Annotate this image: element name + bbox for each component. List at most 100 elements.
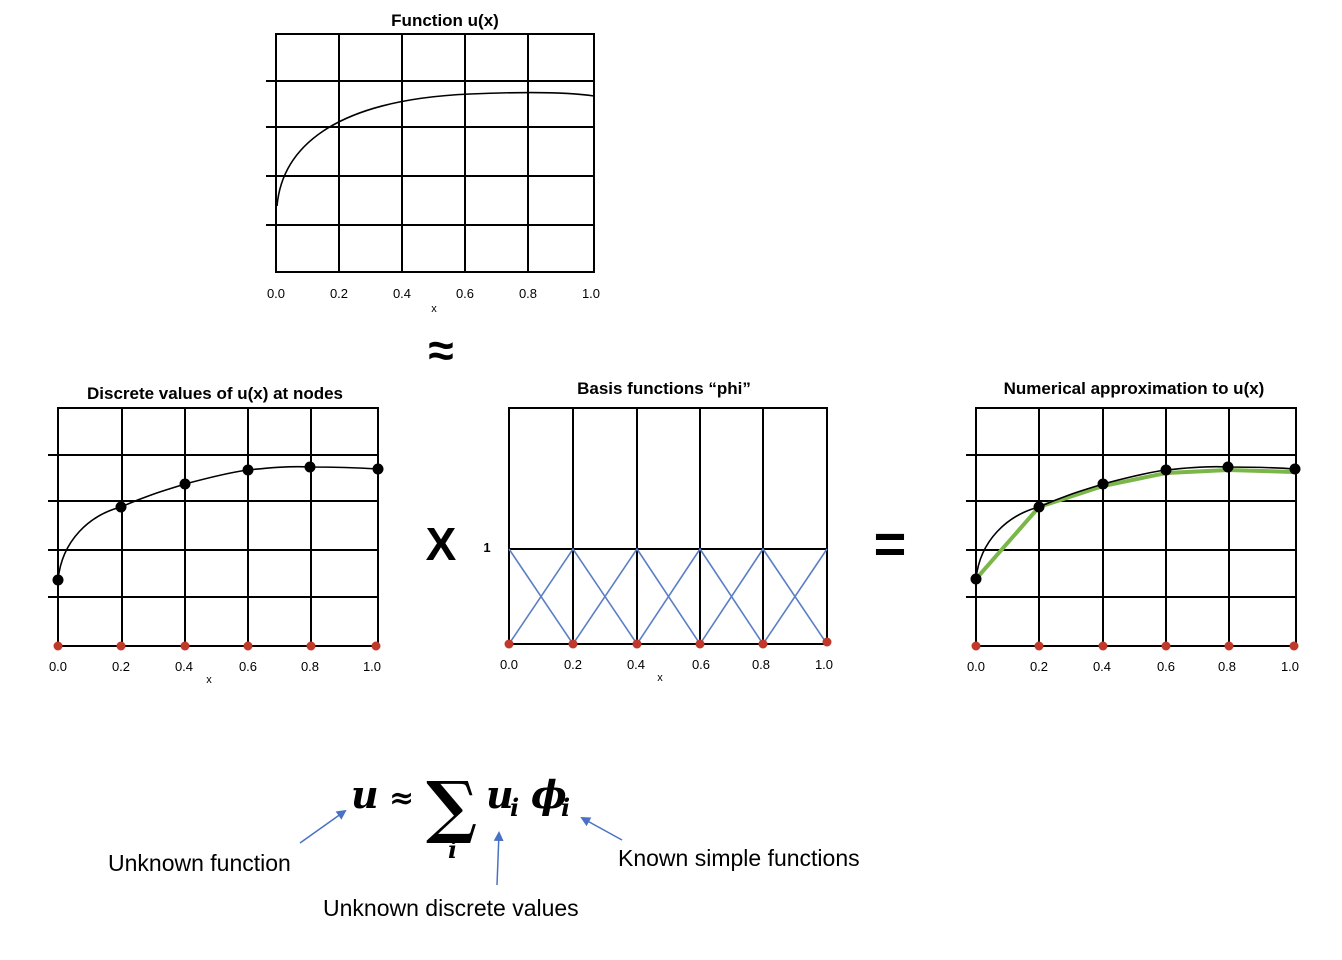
node-value-marker: [372, 463, 384, 475]
node-value-marker: [1097, 478, 1109, 490]
panel-discrete-values: Discrete values of u(x) at nodes: [48, 384, 384, 686]
node-marker: [1289, 641, 1299, 651]
grid-left: [48, 407, 379, 647]
node-values-left: [52, 461, 384, 586]
tick-label: 0.0: [500, 657, 518, 672]
tick-label: 0.2: [112, 659, 130, 674]
times-operator: X: [426, 518, 457, 570]
node-marker: [243, 641, 253, 651]
node-marker: [53, 641, 63, 651]
grid-right: [966, 407, 1297, 647]
formula-ui-subscript: i: [510, 793, 519, 822]
tick-label: 0.4: [393, 286, 411, 301]
formula-sum-index: i: [448, 835, 457, 864]
node-value-marker: [1289, 463, 1301, 475]
arrow-to-u: [299, 809, 347, 844]
grid-middle: [508, 407, 828, 645]
panel-function-ux: Function u(x) 0.0 0.2 0.4 0.6 0.8 1.0 x: [266, 11, 600, 315]
x-axis-label: x: [657, 672, 663, 684]
piecewise-linear-approximation: [974, 467, 1295, 581]
node-value-marker: [179, 478, 191, 490]
node-value-marker: [52, 574, 64, 586]
tick-label: 0.4: [1093, 659, 1111, 674]
node-values-right: [970, 461, 1301, 585]
node-marker: [822, 637, 832, 647]
tick-label: 0.0: [49, 659, 67, 674]
node-marker: [758, 639, 768, 649]
tick-label: 0.2: [330, 286, 348, 301]
x-ticks-top: 0.0 0.2 0.4 0.6 0.8 1.0 x: [267, 286, 600, 315]
formula-ui: u: [486, 772, 514, 817]
tick-label: 0.0: [967, 659, 985, 674]
basis-phi-3: [636, 547, 764, 645]
node-value-marker: [115, 501, 127, 513]
arrow-to-ui: [493, 831, 504, 886]
node-marker: [306, 641, 316, 651]
tick-label: 0.8: [301, 659, 319, 674]
x-axis-label: x: [431, 303, 437, 315]
equals-operator: =: [874, 512, 907, 575]
panel-title-approximation: Numerical approximation to u(x): [1004, 379, 1265, 398]
formula-sum: ∑: [426, 767, 477, 847]
annotation-unknown-function: Unknown function: [108, 850, 291, 876]
node-value-marker: [1222, 461, 1234, 473]
node-marker: [371, 641, 381, 651]
tick-label: 1.0: [815, 657, 833, 672]
curve-ux-top: [276, 91, 595, 207]
arrow-to-phi: [580, 817, 623, 841]
formula-approximation: u ≈ ∑ i u i ϕ i: [351, 767, 570, 864]
node-value-marker: [242, 464, 254, 476]
tick-label: 1.0: [582, 286, 600, 301]
formula-approx: ≈: [389, 781, 414, 816]
tick-label: 0.6: [456, 286, 474, 301]
node-marker: [1161, 641, 1171, 651]
tick-label: 0.8: [1218, 659, 1236, 674]
tick-label: 0.4: [175, 659, 193, 674]
basis-phi-5: [762, 548, 828, 645]
node-marker: [504, 639, 514, 649]
annotation-arrows: [299, 809, 623, 886]
tick-label: 0.0: [267, 286, 285, 301]
tick-label: 0.6: [1157, 659, 1175, 674]
annotation-unknown-discrete-values: Unknown discrete values: [323, 895, 579, 921]
tick-label: 1.0: [1281, 659, 1299, 674]
node-value-marker: [304, 461, 316, 473]
basis-phi-4: [699, 547, 828, 645]
node-marker: [180, 641, 190, 651]
tick-label: 0.8: [752, 657, 770, 672]
node-marker: [1224, 641, 1234, 651]
formula-u: u: [351, 772, 379, 817]
panel-title-discrete: Discrete values of u(x) at nodes: [87, 384, 343, 403]
tick-label: 1.0: [363, 659, 381, 674]
tick-label: 0.4: [627, 657, 645, 672]
tick-label: 0.2: [1030, 659, 1048, 674]
y-tick-one: 1: [483, 540, 490, 555]
node-marker: [568, 639, 578, 649]
grid-top: [266, 33, 595, 273]
nodes-left: [53, 641, 381, 651]
node-value-marker: [1033, 501, 1045, 513]
node-marker: [116, 641, 126, 651]
nodes-right: [971, 641, 1299, 651]
x-ticks-middle: 0.0 0.2 0.4 0.6 0.8 1.0 x: [500, 657, 833, 684]
node-marker: [1098, 641, 1108, 651]
nodes-middle: [504, 637, 832, 649]
basis-phi-2: [572, 547, 701, 645]
basis-hat-functions: [508, 547, 828, 645]
node-marker: [1034, 641, 1044, 651]
formula-phi: ϕ: [531, 772, 567, 817]
node-marker: [971, 641, 981, 651]
node-value-marker: [970, 573, 982, 585]
curve-ux-left: [57, 465, 379, 581]
x-ticks-right: 0.0 0.2 0.4 0.6 0.8 1.0: [967, 659, 1299, 674]
x-axis-label: x: [206, 674, 212, 686]
panel-basis-functions: Basis functions “phi” 1 0.0: [483, 379, 833, 684]
tick-label: 0.6: [692, 657, 710, 672]
curve-ux-right: [975, 465, 1296, 580]
node-marker: [632, 639, 642, 649]
annotation-known-simple-functions: Known simple functions: [618, 845, 860, 871]
formula-phi-subscript: i: [561, 793, 570, 822]
node-marker: [695, 639, 705, 649]
basis-phi-1: [508, 547, 638, 645]
